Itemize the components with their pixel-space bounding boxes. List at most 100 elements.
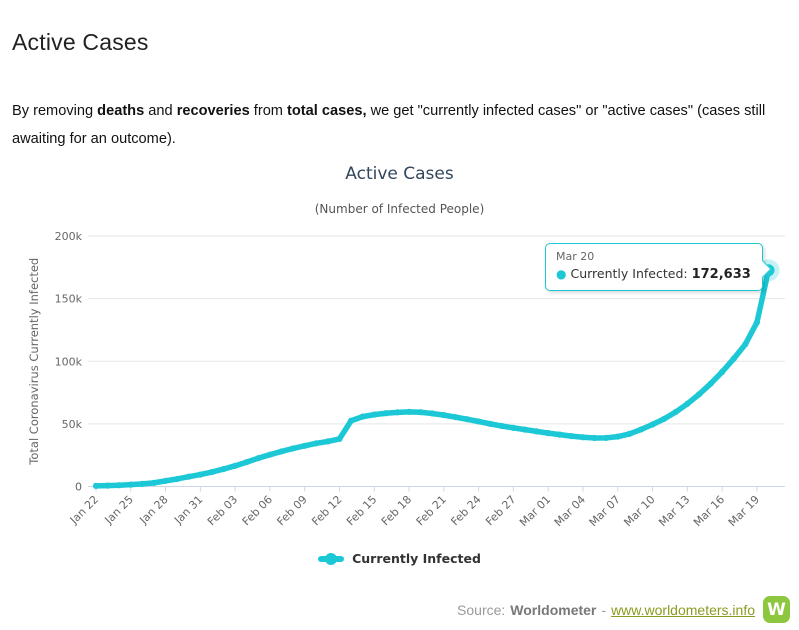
data-point-marker[interactable] <box>568 433 575 440</box>
data-point-marker[interactable] <box>162 477 169 484</box>
tooltip-value: 172,633 <box>691 267 751 282</box>
x-axis-tick-label: Feb 15 <box>344 493 379 528</box>
data-point-marker[interactable] <box>637 426 645 433</box>
data-point-marker[interactable] <box>429 410 436 417</box>
data-point-marker[interactable] <box>301 442 308 449</box>
data-point-marker[interactable] <box>243 458 250 466</box>
data-point-marker[interactable] <box>92 482 100 489</box>
data-point-marker[interactable] <box>545 430 552 437</box>
tooltip-row: ● Currently Infected: 172,633 <box>556 266 752 282</box>
data-point-marker[interactable] <box>371 411 378 418</box>
intro-text: By removing deaths and recoveries from t… <box>12 97 794 153</box>
data-point-marker[interactable] <box>359 413 366 420</box>
data-point-marker[interactable] <box>521 426 529 433</box>
y-axis-tick-label: 50k <box>62 418 83 431</box>
x-axis-tick-label: Feb 21 <box>414 493 449 528</box>
data-point-marker[interactable] <box>347 417 355 424</box>
data-point-marker[interactable] <box>719 368 726 375</box>
data-point-marker[interactable] <box>649 421 656 428</box>
worldometers-link[interactable]: www.worldometers.info <box>611 601 755 618</box>
series-line-currently-infected[interactable] <box>93 267 772 489</box>
intro-bold-recoveries: recoveries <box>176 102 250 119</box>
chart-title: Active Cases <box>345 164 454 184</box>
data-point-marker[interactable] <box>695 391 703 398</box>
data-point-marker[interactable] <box>475 418 482 425</box>
data-point-marker[interactable] <box>730 355 737 362</box>
intro-segment: and <box>144 102 177 119</box>
chart-legend[interactable]: Currently Infected <box>0 551 799 566</box>
data-point-marker[interactable] <box>742 341 749 348</box>
x-axis-tick-label: Jan 25 <box>102 493 136 527</box>
intro-segment: from <box>249 102 288 119</box>
x-axis-tick-label: Mar 16 <box>691 493 727 529</box>
x-axis-tick-label: Feb 27 <box>483 493 518 528</box>
data-point-marker[interactable] <box>661 415 668 422</box>
data-point-marker[interactable] <box>463 416 471 423</box>
data-point-marker[interactable] <box>220 465 227 473</box>
y-axis-tick-label: 0 <box>75 481 82 494</box>
data-point-marker[interactable] <box>394 409 401 416</box>
data-point-marker[interactable] <box>579 434 587 441</box>
data-point-marker[interactable] <box>255 455 262 462</box>
data-point-marker[interactable] <box>150 479 158 486</box>
legend-dot-icon <box>325 552 338 565</box>
data-point-marker[interactable] <box>591 434 598 442</box>
x-axis-tick-label: Mar 10 <box>621 493 657 529</box>
legend-marker-icon <box>318 552 345 565</box>
x-axis-tick-label: Mar 19 <box>726 493 762 529</box>
x-axis-tick-label: Mar 04 <box>552 493 588 529</box>
data-point-marker[interactable] <box>104 482 111 489</box>
data-point-marker[interactable] <box>707 380 714 387</box>
data-point-marker[interactable] <box>232 462 239 469</box>
data-point-marker[interactable] <box>626 430 633 437</box>
page-title: Active Cases <box>12 29 149 56</box>
data-point-marker[interactable] <box>185 473 192 480</box>
source-separator: - <box>601 601 607 618</box>
source-name: Worldometer <box>510 601 597 618</box>
data-point-marker[interactable] <box>753 319 761 326</box>
data-point-marker[interactable] <box>266 451 274 458</box>
data-point-marker[interactable] <box>487 420 494 427</box>
y-axis-tick-label: 150k <box>55 293 83 306</box>
x-axis-tick-label: Jan 28 <box>136 493 170 527</box>
data-point-marker[interactable] <box>603 434 610 442</box>
chart-tooltip: Mar 20 ● Currently Infected: 172,633 <box>545 243 771 291</box>
source-footer: Source: Worldometer - www.worldometers.i… <box>457 596 790 623</box>
tooltip-series-label: Currently Infected: <box>570 266 688 281</box>
data-point-marker[interactable] <box>417 409 424 416</box>
data-point-marker[interactable] <box>452 414 459 421</box>
source-label: Source: <box>457 601 506 618</box>
data-point-marker[interactable] <box>174 475 181 483</box>
data-point-marker[interactable] <box>684 400 691 407</box>
data-point-marker[interactable] <box>405 408 413 415</box>
intro-segment: we get "currently infected cases" or "ac… <box>12 102 766 147</box>
data-point-marker[interactable] <box>382 410 389 417</box>
x-axis-tick-label: Feb 03 <box>205 493 240 528</box>
data-point-marker[interactable] <box>440 412 447 419</box>
data-point-marker[interactable] <box>197 471 204 478</box>
data-point-marker[interactable] <box>278 448 285 455</box>
data-point-marker[interactable] <box>127 481 134 488</box>
data-point-marker[interactable] <box>139 480 146 487</box>
data-point-marker[interactable] <box>533 428 540 435</box>
x-axis-tick-label: Jan 31 <box>171 493 205 527</box>
data-point-marker[interactable] <box>614 433 621 440</box>
data-point-marker[interactable] <box>336 435 343 443</box>
y-axis-tick-label: 200k <box>55 230 83 243</box>
x-axis-tick-label: Mar 13 <box>656 493 692 529</box>
worldometer-logo-icon[interactable]: W <box>763 596 790 623</box>
data-point-marker[interactable] <box>290 445 297 452</box>
x-axis-tick-label: Mar 01 <box>517 493 553 529</box>
data-point-marker[interactable] <box>208 468 216 476</box>
x-axis-tick-label: Jan 22 <box>67 493 101 527</box>
data-point-marker[interactable] <box>498 422 505 430</box>
data-point-marker[interactable] <box>556 431 563 438</box>
x-axis-tick-label: Feb 12 <box>309 493 344 528</box>
data-point-marker[interactable] <box>510 424 517 431</box>
data-point-marker[interactable] <box>324 438 331 445</box>
data-point-marker[interactable] <box>672 408 679 416</box>
data-point-marker[interactable] <box>313 440 320 447</box>
data-point-marker[interactable] <box>116 482 123 489</box>
